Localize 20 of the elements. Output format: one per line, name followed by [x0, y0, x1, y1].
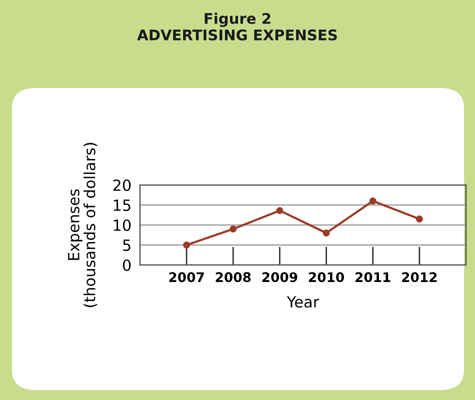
y-tick-label: 0 [122, 259, 131, 272]
x-tick-label: 2012 [402, 272, 437, 282]
x-tick-label: 2011 [356, 272, 390, 282]
point [322, 230, 330, 236]
y-tick-label: 5 [123, 240, 130, 252]
x-axis-title: Year [286, 296, 320, 308]
x-tick-label: 2007 [169, 272, 204, 282]
y-tick-label: 10 [114, 219, 131, 232]
y-axis-title: Expenses (thousands of dollars) [68, 142, 98, 308]
x-tick-label: 2008 [216, 272, 251, 282]
point [416, 216, 423, 222]
point [276, 207, 284, 214]
y-tick-label: 20 [113, 179, 131, 192]
point [183, 242, 190, 248]
chart-title: Figure 2 ADVERTISING EXPENSES [137, 12, 337, 40]
point [230, 226, 237, 232]
x-tick-label: 2009 [262, 272, 298, 282]
x-tick-label: 2010 [308, 272, 344, 282]
point [369, 198, 376, 204]
y-tick-label: 15 [114, 200, 130, 212]
